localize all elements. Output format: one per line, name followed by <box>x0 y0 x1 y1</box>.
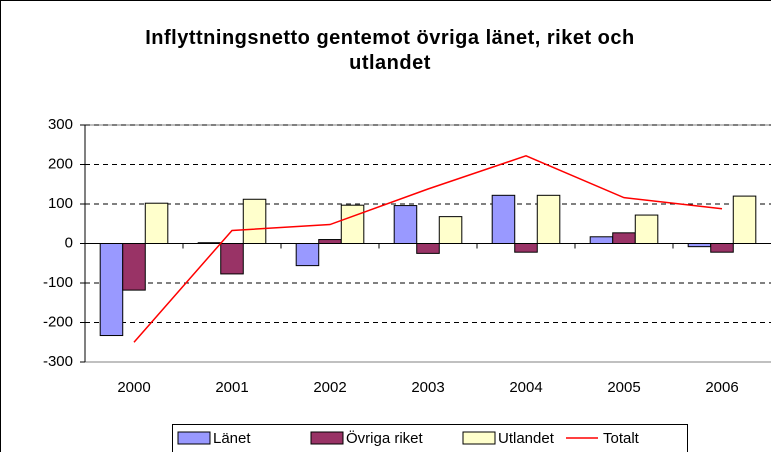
legend-label: Utlandet <box>498 430 555 447</box>
x-tick-label: 2003 <box>411 379 444 396</box>
x-tick-label: 2000 <box>117 379 150 396</box>
bar <box>491 194 516 244</box>
y-tick-label: -100 <box>43 274 73 291</box>
bar <box>220 243 244 275</box>
bar <box>710 243 734 253</box>
legend-swatch <box>177 431 211 445</box>
bar <box>438 216 463 244</box>
bar <box>416 243 440 254</box>
y-tick-label: -200 <box>43 313 73 330</box>
x-tick-label: 2001 <box>215 379 248 396</box>
legend-swatch <box>310 431 344 445</box>
x-tick-label: 2004 <box>509 379 542 396</box>
legend-label: Totalt <box>603 430 640 447</box>
bar <box>514 243 538 253</box>
x-tick-label: 2002 <box>313 379 346 396</box>
legend-label: Övriga riket <box>346 429 424 447</box>
y-tick-label: 200 <box>48 155 73 172</box>
y-tick-label: -300 <box>43 353 73 370</box>
bar <box>589 236 614 245</box>
legend-label: Länet <box>213 430 251 447</box>
bar <box>340 204 365 244</box>
bar <box>732 195 757 245</box>
bar <box>144 202 169 245</box>
bar <box>393 205 418 244</box>
bar <box>612 232 636 245</box>
x-tick-label: 2005 <box>607 379 640 396</box>
bar <box>242 198 267 244</box>
bar <box>295 243 320 267</box>
y-tick-label: 0 <box>65 234 73 251</box>
y-tick-label: 100 <box>48 195 73 212</box>
bar <box>99 243 124 337</box>
line-series <box>133 155 723 343</box>
bar <box>318 239 342 245</box>
bar <box>634 214 659 244</box>
x-tick-label: 2006 <box>705 379 738 396</box>
chart-title: Inflyttningsnetto gentemot övriga länet,… <box>145 27 635 74</box>
bar <box>122 243 146 291</box>
bar <box>536 194 561 244</box>
y-tick-label: 300 <box>48 116 73 133</box>
legend-box <box>172 424 688 452</box>
legend-swatch <box>462 431 496 445</box>
